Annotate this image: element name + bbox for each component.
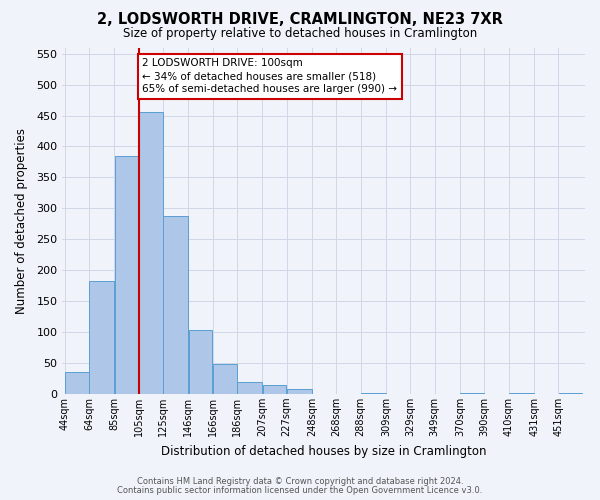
- Bar: [213, 364, 237, 394]
- Text: Contains HM Land Registry data © Crown copyright and database right 2024.: Contains HM Land Registry data © Crown c…: [137, 477, 463, 486]
- Bar: [163, 216, 188, 394]
- Bar: [89, 280, 114, 394]
- Y-axis label: Number of detached properties: Number of detached properties: [15, 128, 28, 314]
- Text: Contains public sector information licensed under the Open Government Licence v3: Contains public sector information licen…: [118, 486, 482, 495]
- Bar: [559, 392, 583, 394]
- Bar: [287, 389, 312, 394]
- X-axis label: Distribution of detached houses by size in Cramlington: Distribution of detached houses by size …: [161, 444, 487, 458]
- Bar: [188, 330, 212, 394]
- Bar: [115, 156, 139, 394]
- Bar: [263, 384, 286, 394]
- Bar: [65, 372, 89, 394]
- Bar: [460, 392, 484, 394]
- Bar: [139, 112, 163, 394]
- Bar: [237, 382, 262, 394]
- Text: 2, LODSWORTH DRIVE, CRAMLINGTON, NE23 7XR: 2, LODSWORTH DRIVE, CRAMLINGTON, NE23 7X…: [97, 12, 503, 28]
- Bar: [509, 392, 534, 394]
- Text: Size of property relative to detached houses in Cramlington: Size of property relative to detached ho…: [123, 28, 477, 40]
- Text: 2 LODSWORTH DRIVE: 100sqm
← 34% of detached houses are smaller (518)
65% of semi: 2 LODSWORTH DRIVE: 100sqm ← 34% of detac…: [142, 58, 397, 94]
- Bar: [361, 392, 386, 394]
